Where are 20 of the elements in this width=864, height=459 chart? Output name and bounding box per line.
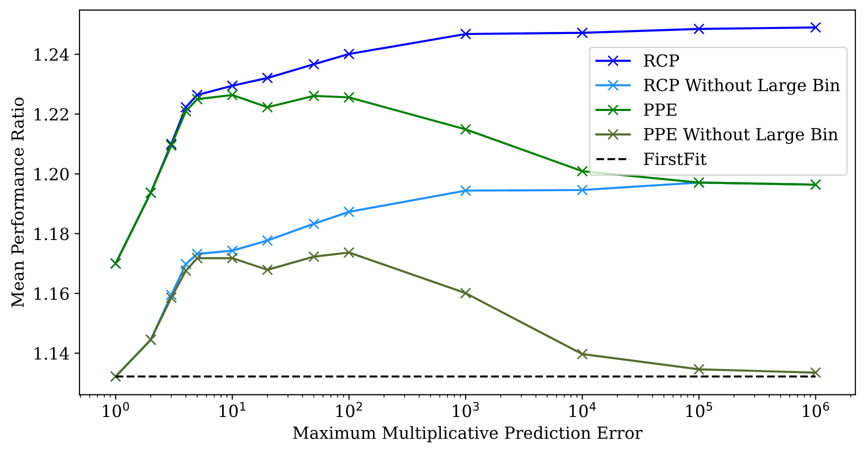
y-tick-label: 1.16 [34,287,69,300]
x-tick-label: 10$^{2}$ [336,402,362,418]
x-tick-label: 10$^{1}$ [220,402,246,418]
x-tick-label: 10$^{3}$ [453,402,479,418]
y-tick-label: 1.20 [34,168,69,180]
legend-label: FirstFit [644,152,707,166]
x-tick-label: 10$^{5}$ [686,402,712,418]
y-tick-label: 1.14 [34,347,69,360]
x-tick-label: 10$^{0}$ [103,402,129,418]
x-tick-label: 10$^{6}$ [803,402,830,418]
y-tick-label: 1.24 [34,48,69,61]
x-axis-title: Maximum Multiplicative Prediction Error [293,426,643,442]
legend-label: PPE [644,104,676,116]
y-axis-title: Mean Performance Ratio [10,98,24,308]
legend-label: RCP Without Large Bin [644,78,840,95]
legend-label: PPE Without Large Bin [644,128,838,144]
y-tick-label: 1.18 [34,228,69,240]
y-tick-label: 1.22 [34,108,68,121]
x-tick-label: 10$^{4}$ [570,402,596,418]
legend-label: RCP [644,54,679,67]
